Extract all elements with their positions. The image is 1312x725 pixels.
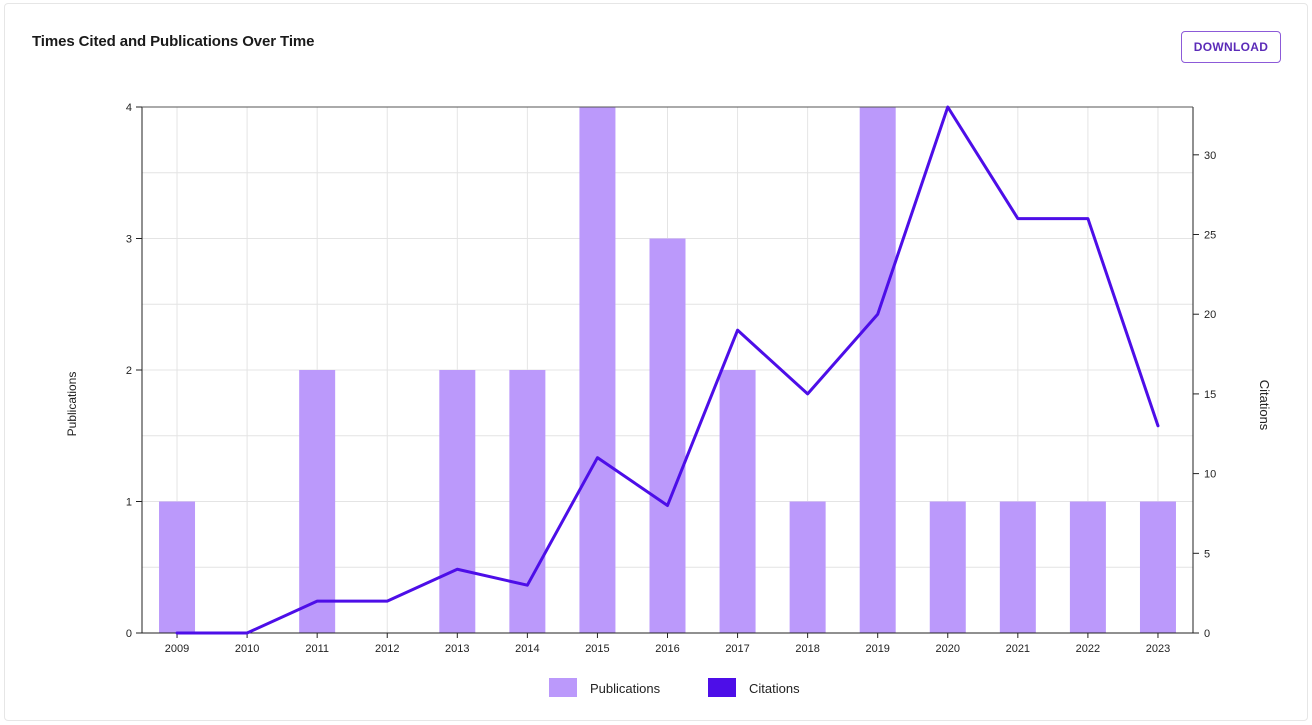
tick-label-x: 2020 [936,643,960,655]
tick-label-right: 15 [1204,389,1216,401]
y-axis-label-right: Citations [1257,380,1272,431]
bar-publications-2009 [159,501,196,633]
tick-label-left: 4 [126,102,132,114]
bar-publications-2017 [719,370,756,633]
tick-label-right: 20 [1204,309,1216,321]
tick-label-x: 2012 [375,643,399,655]
legend-label-citations: Citations [749,681,800,696]
legend-swatch-publications [549,678,577,697]
bar-publications-2021 [999,501,1036,633]
bar-publications-2023 [1139,501,1176,633]
tick-label-x: 2011 [305,643,329,655]
tick-label-right: 25 [1204,230,1216,242]
bar-publications-2022 [1069,501,1106,633]
bar-publications-2014 [509,370,546,633]
tick-label-x: 2014 [515,643,539,655]
tick-label-left: 0 [126,628,132,640]
bar-publications-2016 [649,238,686,633]
legend-label-publications: Publications [590,681,661,696]
tick-label-x: 2018 [795,643,819,655]
download-button[interactable]: DOWNLOAD [1181,31,1281,63]
bar-publications-2018 [789,501,826,633]
publication-bars [159,107,1176,633]
tick-label-x: 2023 [1146,643,1170,655]
tick-label-left: 1 [126,497,132,509]
tick-label-x: 2010 [235,643,259,655]
tick-label-right: 30 [1204,150,1216,162]
axes [136,106,1199,638]
tick-label-left: 3 [126,234,132,246]
chart-title: Times Cited and Publications Over Time [32,33,315,50]
tick-label-x: 2017 [725,643,749,655]
tick-label-right: 10 [1204,469,1216,481]
tick-label-left: 2 [126,365,132,377]
citations-line [175,105,1160,635]
tick-label-x: 2009 [165,643,189,655]
tick-label-x: 2019 [865,643,889,655]
legend-swatch-citations [708,678,736,697]
tick-labels: 0 1 2 3 4 0 5 10 15 20 25 30 2009 2010 2011 2012 2013 201… [126,102,1216,655]
tick-label-x: 2021 [1006,643,1030,655]
bar-publications-2013 [439,370,476,633]
tick-label-x: 2015 [585,643,609,655]
y-axis-label-left: Publications [65,372,79,437]
bar-publications-2020 [929,501,966,633]
tick-label-x: 2022 [1076,643,1100,655]
tick-label-x: 2016 [655,643,679,655]
legend: Publications Citations [549,678,800,697]
bar-publications-2011 [299,370,336,633]
bar-publications-2015 [579,107,616,633]
tick-label-right: 5 [1204,548,1210,560]
bar-publications-2019 [859,107,896,633]
tick-label-right: 0 [1204,628,1210,640]
tick-label-x: 2013 [445,643,469,655]
